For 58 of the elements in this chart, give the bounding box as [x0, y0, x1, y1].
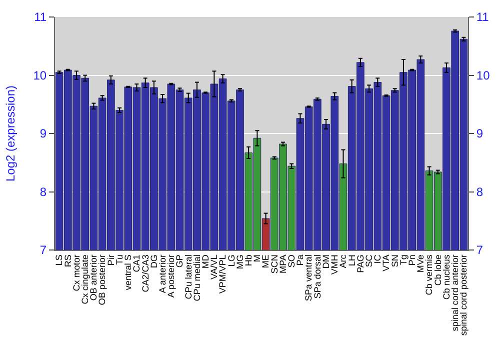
x-tick-label: LH: [346, 254, 357, 266]
x-tick-label: SC: [364, 254, 374, 268]
x-tick-label: VTA: [381, 254, 392, 272]
x-tick-label: Cx motor: [71, 254, 82, 292]
x-tick-label: CA1: [132, 254, 142, 272]
x-tick-label: SPa dorsal: [312, 254, 322, 299]
x-tick-label: LS: [54, 254, 64, 266]
x-tick-label: Tu: [114, 254, 124, 265]
x-tick-label: CA2/CA3: [140, 254, 150, 292]
x-tick-label: MPA: [278, 254, 288, 274]
y-tick-label: 7: [40, 243, 47, 258]
x-tick-label: Pir: [106, 254, 116, 266]
x-tick-label: LG: [226, 254, 236, 267]
y-tick-label: 8: [40, 184, 47, 199]
x-tick-label: Cb lobe: [432, 254, 443, 286]
x-tick-label: SN: [390, 254, 400, 268]
x-tick-label: SO: [286, 254, 297, 268]
x-tick-label: ME: [260, 254, 271, 268]
x-tick-label: DM: [320, 254, 331, 269]
x-tick-label: A anterior: [157, 254, 168, 294]
x-tick-label: Arc: [338, 254, 348, 268]
y2-tick-label: 11: [476, 10, 490, 24]
y2-tick-label: 10: [476, 68, 490, 82]
x-tick-label: IC: [372, 254, 383, 264]
x-tick-label: Tg: [398, 254, 408, 266]
y2-tick-label: 7: [476, 243, 484, 258]
x-tick-label: CPu medial: [192, 254, 202, 302]
x-tick-label: Cb vermis: [424, 254, 434, 296]
x-tick-label: spinal cord posterior: [458, 254, 469, 336]
x-tick-label: spinal cord anterior: [450, 254, 460, 332]
x-tick-label: MVe: [416, 254, 426, 273]
x-tick-label: MD: [200, 254, 210, 269]
y-tick-label: 10: [33, 68, 47, 82]
x-tick-label: OB anterior: [88, 254, 99, 301]
y2-tick-label: 9: [476, 126, 484, 141]
x-tick-label: CPu lateral: [183, 254, 194, 300]
x-tick-label: A posterior: [166, 254, 176, 298]
x-tick-label: SPa ventral: [304, 254, 314, 302]
x-tick-label: SCN: [269, 254, 280, 274]
x-tick-label: VPM/VPL: [218, 254, 228, 294]
x-tick-label: ventral S: [123, 254, 134, 290]
y-tick-label: 9: [40, 126, 47, 141]
x-tick-label: Cx cingulate: [80, 254, 90, 304]
x-tick-label: Hb: [244, 254, 254, 266]
x-tick-label: Pa: [295, 254, 306, 266]
y-axis-title: Log2 (expression): [4, 85, 18, 182]
x-tick-label: PAG: [355, 254, 366, 273]
x-tick-label: GP: [174, 254, 185, 268]
x-tick-label: Cb nucleus: [441, 254, 452, 300]
x-tick-label: M: [252, 254, 262, 262]
y-tick-label: 11: [34, 10, 47, 24]
x-tick-label: VA/VL: [209, 254, 220, 280]
y2-tick-label: 8: [476, 184, 484, 199]
x-tick-label: RS: [62, 254, 73, 268]
x-tick-label: DG: [148, 254, 159, 268]
x-tick-label: VMH: [330, 254, 340, 275]
x-tick-label: MG: [234, 254, 245, 270]
x-tick-label: OB posterior: [97, 254, 108, 306]
